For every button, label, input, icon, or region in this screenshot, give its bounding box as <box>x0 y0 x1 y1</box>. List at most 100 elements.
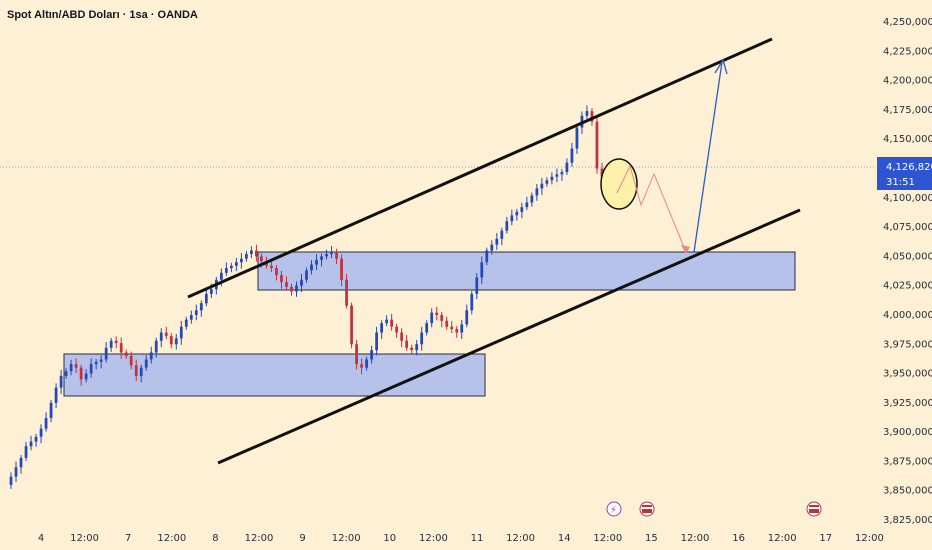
x-tick-label: 12:00 <box>70 533 99 544</box>
candle-up <box>555 174 559 177</box>
lower-demand-zone[interactable] <box>63 353 486 397</box>
candle-up <box>89 364 93 374</box>
y-tick-label: 4,100,000 <box>883 193 932 204</box>
candle-down <box>455 329 459 333</box>
candle-up <box>490 244 494 251</box>
candle-up <box>224 268 228 273</box>
candle-up <box>159 332 163 341</box>
y-tick-label: 3,925,000 <box>883 398 932 409</box>
y-tick-label: 3,825,000 <box>883 515 932 526</box>
candle-up <box>430 312 434 324</box>
candle-up <box>365 359 368 368</box>
candle-up <box>380 323 383 333</box>
x-tick-label: 12:00 <box>157 533 186 544</box>
candle-down <box>285 282 288 287</box>
candle-up <box>550 176 554 181</box>
candle-up <box>330 251 333 255</box>
x-tick-label: 12:00 <box>855 533 884 544</box>
x-tick-label: 4 <box>38 533 44 544</box>
candle-up <box>325 254 328 257</box>
candle-up <box>470 293 474 311</box>
candle-down <box>280 275 283 283</box>
candle-up <box>34 436 38 442</box>
x-tick-label: 9 <box>299 533 305 544</box>
y-tick-label: 4,000,000 <box>883 310 932 321</box>
candle-up <box>245 254 248 259</box>
candle-down <box>405 340 409 348</box>
x-tick-label: 7 <box>125 533 131 544</box>
y-tick-label: 3,975,000 <box>883 339 932 350</box>
candle-up <box>385 319 389 324</box>
candle-up <box>9 476 13 485</box>
candle-up <box>460 324 464 333</box>
candle-up <box>565 162 569 173</box>
candle-down <box>129 355 133 366</box>
candle-down <box>345 279 348 306</box>
last-price-value: 4,126,820 <box>886 162 932 173</box>
candle-up <box>250 250 253 255</box>
candle-up <box>575 127 579 149</box>
target-arrow <box>693 61 723 253</box>
candle-down <box>400 332 404 341</box>
y-tick-label: 4,200,000 <box>883 76 932 87</box>
candle-down <box>450 326 454 330</box>
candle-down <box>435 312 439 315</box>
candle-up <box>49 402 53 419</box>
candle-down <box>390 319 394 327</box>
candle-up <box>209 289 213 294</box>
candle-up <box>415 344 419 351</box>
candle-up <box>585 111 589 116</box>
channel-upper-line[interactable] <box>187 37 773 299</box>
x-tick-label: 10 <box>383 533 396 544</box>
y-tick-label: 4,075,000 <box>883 222 932 233</box>
candle-up <box>480 262 484 278</box>
candle-up <box>229 265 233 269</box>
candle-down <box>134 365 138 376</box>
candle-down <box>74 364 78 368</box>
candle-up <box>99 359 103 362</box>
candle-down <box>164 332 168 337</box>
x-tick-label: 12:00 <box>419 533 448 544</box>
channel-lower-line[interactable] <box>217 208 801 465</box>
candle-up <box>310 264 313 271</box>
candle-down <box>255 250 258 257</box>
x-tick-label: 14 <box>558 533 571 544</box>
upper-demand-zone[interactable] <box>257 251 796 291</box>
candle-up <box>104 347 108 360</box>
candle-up <box>69 364 73 372</box>
candle-up <box>320 256 323 260</box>
x-tick-label: 12:00 <box>245 533 274 544</box>
candle-up <box>475 277 479 294</box>
candle-up <box>44 418 48 429</box>
y-tick-label: 4,025,000 <box>883 281 932 292</box>
x-tick-label: 12:00 <box>681 533 710 544</box>
candle-down <box>355 344 358 365</box>
candle-up <box>189 314 193 320</box>
candle-down <box>590 111 594 122</box>
y-tick-label: 4,225,000 <box>883 46 932 57</box>
y-tick-label: 4,250,000 <box>883 17 932 28</box>
candle-up <box>525 202 529 208</box>
candle-up <box>154 340 158 353</box>
projected-path-arrowhead <box>681 245 690 254</box>
candle-up <box>540 183 544 189</box>
event-icon-flash[interactable] <box>606 501 622 517</box>
chart-title: Spot Altın/ABD Doları · 1sa · OANDA <box>7 9 198 21</box>
x-tick-label: 12:00 <box>506 533 535 544</box>
candle-up <box>139 367 143 376</box>
last-price-badge <box>877 157 932 190</box>
candle-up <box>370 350 373 360</box>
x-tick-label: 12:00 <box>332 533 361 544</box>
candle-up <box>144 359 148 368</box>
x-tick-label: 16 <box>732 533 745 544</box>
x-tick-label: 8 <box>212 533 218 544</box>
candle-down <box>395 326 399 333</box>
flash-icon: ⚡ <box>610 505 617 516</box>
candle-up <box>235 262 238 266</box>
y-tick-label: 3,875,000 <box>883 456 932 467</box>
candle-up <box>219 272 223 280</box>
candle-up <box>59 375 63 388</box>
y-tick-label: 4,175,000 <box>883 105 932 116</box>
